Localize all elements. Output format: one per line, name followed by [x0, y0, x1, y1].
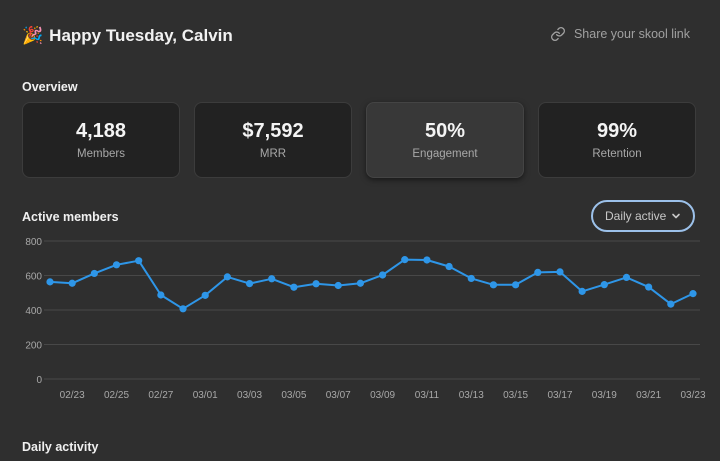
data-point [401, 256, 409, 264]
daily-activity-title: Daily activity [22, 440, 99, 454]
data-point [334, 281, 342, 290]
x-tick-label: 03/03 [237, 390, 262, 401]
overview-cards: 4,188 Members $7,592 MRR 50% Engagement … [22, 102, 696, 178]
data-point [112, 261, 121, 269]
active-members-title: Active members [22, 210, 119, 224]
members-value: 4,188 [75, 120, 127, 142]
data-point [356, 279, 365, 287]
engagement-value: 50% [424, 120, 466, 142]
data-point [467, 274, 475, 283]
mrr-value: $7,592 [242, 120, 304, 142]
data-point [534, 268, 542, 276]
engagement-card[interactable]: 50% Engagement [366, 102, 524, 178]
data-point [312, 280, 320, 288]
y-tick-label: 0 [36, 375, 42, 386]
x-tick-label: 03/17 [547, 390, 572, 401]
x-tick-label: 03/07 [326, 390, 351, 401]
data-point [556, 268, 564, 276]
y-tick-label: 800 [25, 237, 42, 248]
data-point [46, 278, 54, 286]
data-point [600, 281, 608, 289]
data-point [489, 281, 498, 289]
active-members-chart: 0 200 400 600 800 02/23 02/25 02/27 03/01 03/03 03… [25, 237, 706, 401]
y-tick-label: 600 [25, 272, 42, 283]
x-tick-label: 02/23 [60, 390, 85, 401]
x-tick-label: 02/25 [104, 390, 129, 401]
party-popper-icon: 🎉 [22, 26, 44, 45]
retention-card[interactable]: 99% Retention [538, 102, 696, 178]
data-point [135, 257, 143, 265]
x-tick-label: 03/15 [503, 390, 528, 401]
data-point [201, 291, 209, 299]
data-point [423, 256, 431, 264]
x-tick-label: 03/11 [415, 390, 440, 401]
data-point [512, 281, 520, 289]
y-tick-label: 200 [25, 341, 42, 352]
chevron-down-icon [672, 213, 680, 219]
data-point [90, 269, 98, 278]
x-tick-label: 03/01 [193, 390, 218, 401]
data-point [245, 280, 254, 288]
mrr-label: MRR [259, 148, 287, 160]
data-point [445, 262, 453, 271]
engagement-label: Engagement [412, 148, 478, 160]
data-point [622, 273, 631, 281]
link-icon [551, 27, 565, 41]
data-point [290, 283, 298, 291]
greeting-header: 🎉 Happy Tuesday, Calvin [22, 24, 233, 48]
members-card[interactable]: 4,188 Members [22, 102, 180, 178]
share-link-button[interactable]: Share your skool link [550, 26, 690, 42]
active-type-dropdown[interactable]: Daily active [591, 200, 695, 232]
y-tick-label: 400 [25, 306, 42, 317]
members-label: Members [77, 148, 125, 160]
overview-title: Overview [22, 80, 78, 94]
data-point [667, 300, 675, 308]
x-tick-label: 02/27 [148, 390, 173, 401]
x-tick-label: 03/19 [592, 390, 617, 401]
mrr-card[interactable]: $7,592 MRR [194, 102, 352, 178]
greeting-text: Happy Tuesday, Calvin [49, 26, 233, 45]
dropdown-value: Daily active [605, 209, 667, 223]
data-point [268, 275, 276, 283]
x-tick-label: 03/23 [680, 390, 705, 401]
data-point [578, 287, 586, 295]
retention-label: Retention [592, 148, 642, 160]
x-tick-label: 03/05 [281, 390, 306, 401]
data-point [378, 271, 387, 279]
share-link-label: Share your skool link [573, 27, 690, 41]
retention-value: 99% [596, 120, 638, 142]
x-tick-label: 03/09 [370, 390, 395, 401]
data-point [645, 283, 653, 291]
data-point [223, 273, 231, 281]
data-point [157, 291, 165, 299]
x-tick-label: 03/21 [636, 390, 661, 401]
data-point [68, 279, 76, 287]
data-point [689, 290, 697, 298]
x-tick-label: 03/13 [459, 390, 484, 401]
series-line [49, 258, 694, 310]
data-point [179, 305, 187, 313]
